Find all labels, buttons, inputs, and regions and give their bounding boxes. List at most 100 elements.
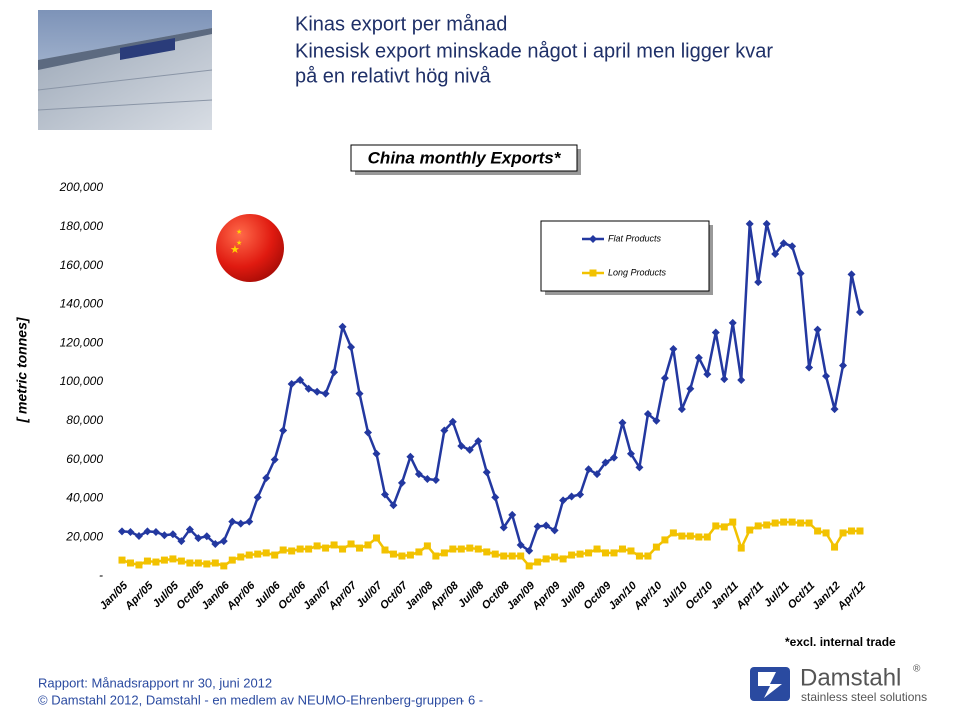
marker — [440, 426, 449, 435]
marker — [754, 522, 762, 530]
chart-title-box — [350, 144, 581, 175]
marker — [559, 496, 568, 505]
marker — [347, 540, 355, 548]
marker — [118, 527, 126, 536]
marker — [465, 445, 474, 454]
marker — [542, 521, 551, 530]
marker — [525, 546, 534, 555]
marker — [788, 242, 797, 251]
marker — [542, 555, 550, 563]
x-tick-label: Apr/11 — [734, 580, 767, 613]
marker — [194, 559, 202, 567]
marker — [746, 526, 754, 534]
marker — [822, 372, 831, 381]
marker — [406, 551, 414, 559]
marker — [644, 552, 652, 560]
marker — [288, 547, 296, 555]
marker — [186, 559, 194, 567]
marker — [712, 522, 720, 530]
marker — [152, 558, 160, 566]
marker — [347, 343, 356, 352]
marker — [270, 455, 279, 464]
y-tick-label: 80,000 — [66, 413, 103, 427]
marker — [589, 235, 597, 243]
y-tick-label: 20,000 — [65, 529, 103, 543]
marker — [839, 529, 847, 537]
marker — [219, 537, 228, 546]
china-flag-ball: ★ ★ ★ — [216, 214, 284, 282]
marker — [364, 428, 372, 437]
marker — [568, 551, 576, 559]
marker — [330, 368, 339, 377]
marker — [677, 405, 686, 414]
marker — [847, 270, 856, 279]
legend-label: Flat Products — [608, 233, 662, 243]
marker — [237, 553, 245, 561]
legend: Flat Products Long Products — [582, 233, 667, 277]
marker — [771, 249, 780, 258]
marker — [618, 545, 626, 553]
x-tick-label: Apr/10 — [631, 579, 665, 613]
marker — [500, 552, 508, 560]
marker — [516, 540, 525, 549]
marker — [313, 542, 321, 550]
marker — [831, 543, 839, 551]
y-tick-label: - — [99, 568, 103, 582]
marker — [584, 465, 593, 474]
marker — [814, 527, 822, 535]
marker — [771, 519, 779, 527]
marker — [169, 555, 177, 563]
marker — [389, 501, 398, 510]
marker — [797, 519, 805, 527]
marker — [296, 376, 305, 385]
svg-text:★: ★ — [236, 239, 242, 247]
marker — [534, 558, 542, 566]
marker — [601, 458, 610, 467]
y-tick-label: 180,000 — [60, 219, 104, 233]
y-tick-label: 120,000 — [60, 335, 104, 349]
marker — [694, 353, 703, 362]
marker — [813, 325, 822, 334]
y-tick-label: 60,000 — [66, 452, 103, 466]
marker — [457, 545, 465, 553]
marker — [177, 537, 186, 546]
marker — [669, 345, 678, 354]
marker — [457, 442, 466, 451]
marker — [686, 532, 694, 540]
marker — [135, 561, 143, 569]
marker — [737, 376, 746, 385]
marker — [143, 527, 152, 536]
marker — [279, 426, 288, 435]
marker — [848, 527, 856, 535]
marker — [372, 449, 381, 458]
x-tick-label: Apr/09 — [529, 579, 563, 613]
marker — [474, 545, 482, 553]
marker — [805, 363, 814, 372]
marker — [262, 474, 271, 483]
marker — [499, 523, 508, 532]
marker — [134, 532, 143, 541]
marker — [466, 544, 474, 552]
svg-text:★: ★ — [230, 244, 240, 256]
marker — [796, 269, 805, 278]
marker — [397, 478, 406, 487]
marker — [143, 557, 151, 565]
copyright: © Damstahl 2012, Damstahl - en medlem av… — [38, 692, 463, 707]
legend-label: Long Products — [608, 267, 667, 277]
marker — [287, 379, 296, 388]
marker — [262, 549, 270, 557]
marker — [406, 452, 415, 461]
marker — [508, 552, 516, 560]
header-title: på en relativt hög nivå — [295, 65, 492, 87]
marker — [643, 410, 652, 419]
marker — [559, 555, 567, 563]
marker — [228, 517, 237, 526]
marker — [322, 544, 330, 552]
marker — [729, 518, 737, 526]
marker — [313, 387, 322, 396]
marker — [203, 560, 211, 568]
marker — [720, 375, 729, 384]
page-number: - 6 - — [460, 692, 483, 707]
marker — [321, 389, 330, 398]
marker — [517, 552, 525, 560]
